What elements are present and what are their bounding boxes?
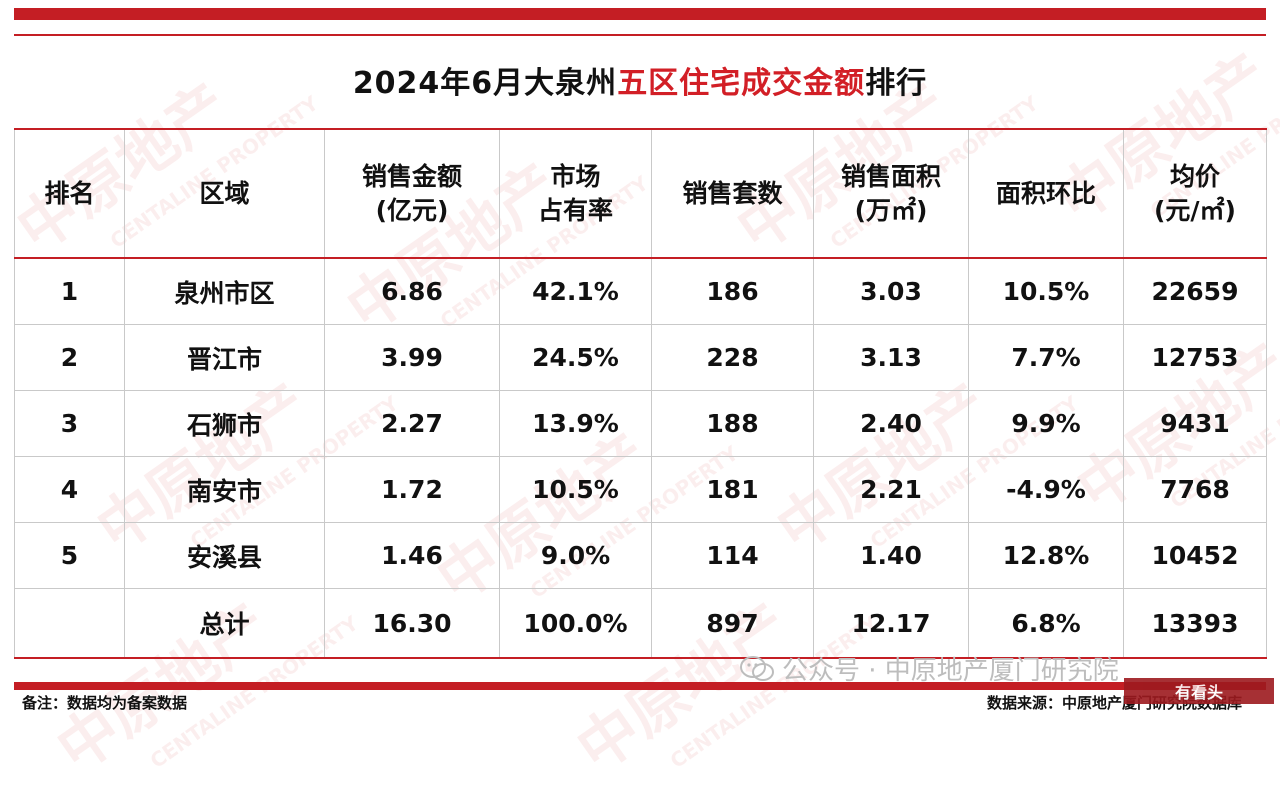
table-cell: 1 <box>14 257 125 325</box>
table-cell: 石狮市 <box>124 390 325 457</box>
header-cell: 销售面积 (万㎡) <box>813 128 969 259</box>
table-cell: 南安市 <box>124 456 325 523</box>
title-suffix: 排行 <box>865 66 928 101</box>
header-text: (亿元) <box>375 195 449 225</box>
table-cell: 9431 <box>1123 390 1267 457</box>
table-body: 1 泉州市区 6.86 42.1% 186 3.03 10.5% 22659 2 晋江市 3.99 2… <box>14 257 1267 659</box>
total-cell <box>14 588 125 659</box>
header-text: 均价 <box>1169 161 1220 191</box>
header-text: 市场 <box>550 161 601 191</box>
header-text: 销售面积 <box>840 161 941 191</box>
header-cell: 销售金额 (亿元) <box>324 128 500 259</box>
header-text: 面积环比 <box>995 178 1096 208</box>
top-red-line <box>14 34 1266 36</box>
corner-stamp: 有看头 <box>1124 678 1274 704</box>
header-cell: 区域 <box>124 128 325 259</box>
bottom-red-bar <box>14 682 1266 690</box>
header-cell: 市场 占有率 <box>499 128 652 259</box>
table-cell: 3 <box>14 390 125 457</box>
table-cell: 2.27 <box>324 390 500 457</box>
title-prefix: 2024年6月大泉州 <box>352 66 618 101</box>
header-cell: 均价 (元/㎡) <box>1123 128 1267 259</box>
table-cell: 9.0% <box>499 522 652 589</box>
table-row: 5 安溪县 1.46 9.0% 114 1.40 12.8% 10452 <box>14 522 1267 589</box>
table-cell: 9.9% <box>968 390 1124 457</box>
table-row: 3 石狮市 2.27 13.9% 188 2.40 9.9% 9431 <box>14 390 1267 457</box>
table-cell: 12753 <box>1123 324 1267 391</box>
table-cell: 2 <box>14 324 125 391</box>
top-red-bar <box>14 8 1266 20</box>
table-cell: 3.03 <box>813 257 969 325</box>
total-cell: 总计 <box>124 588 325 659</box>
table-row: 2 晋江市 3.99 24.5% 228 3.13 7.7% 12753 <box>14 324 1267 391</box>
table-cell: 24.5% <box>499 324 652 391</box>
wechat-icon <box>740 655 774 681</box>
wechat-badge: 公众号 · 中原地产厦门研究院 <box>740 650 1119 687</box>
header-text: 销售金额 <box>361 161 462 191</box>
header-cell: 面积环比 <box>968 128 1124 259</box>
header-cell: 销售套数 <box>651 128 814 259</box>
table-cell: 13.9% <box>499 390 652 457</box>
table-row: 1 泉州市区 6.86 42.1% 186 3.03 10.5% 22659 <box>14 257 1267 325</box>
total-cell: 13393 <box>1123 588 1267 659</box>
table-cell: 188 <box>651 390 814 457</box>
header-text: (元/㎡) <box>1154 195 1236 225</box>
table-cell: 181 <box>651 456 814 523</box>
page-title: 2024年6月大泉州五区住宅成交金额排行 <box>0 58 1280 102</box>
table-cell: 10452 <box>1123 522 1267 589</box>
header-text: 销售套数 <box>682 178 783 208</box>
table-cell: 2.40 <box>813 390 969 457</box>
table-cell: 3.13 <box>813 324 969 391</box>
total-cell: 897 <box>651 588 814 659</box>
table-cell: 1.46 <box>324 522 500 589</box>
table-cell: 泉州市区 <box>124 257 325 325</box>
table-cell: 1.72 <box>324 456 500 523</box>
wechat-label: 公众号 · 中原地产厦门研究院 <box>782 656 1119 686</box>
footer-note: 备注：数据均为备案数据 <box>22 694 188 712</box>
table-cell: 10.5% <box>968 257 1124 325</box>
table-cell: 3.99 <box>324 324 500 391</box>
table-row: 4 南安市 1.72 10.5% 181 2.21 -4.9% 7768 <box>14 456 1267 523</box>
title-accent: 五区住宅成交金额 <box>617 66 866 101</box>
header-text: 排名 <box>44 178 95 208</box>
table-cell: 5 <box>14 522 125 589</box>
table-cell: 114 <box>651 522 814 589</box>
table-cell: 22659 <box>1123 257 1267 325</box>
table-cell: -4.9% <box>968 456 1124 523</box>
table-header-row: 排名 区域 销售金额 (亿元) 市场 占有率 销售套数 销售面积 (万㎡) 面积环比 均价 (元/㎡) <box>14 128 1267 259</box>
total-cell: 6.8% <box>968 588 1124 659</box>
table-cell: 1.40 <box>813 522 969 589</box>
total-cell: 16.30 <box>324 588 500 659</box>
total-cell: 100.0% <box>499 588 652 659</box>
total-row: 总计 16.30 100.0% 897 12.17 6.8% 13393 <box>14 588 1267 659</box>
table-cell: 晋江市 <box>124 324 325 391</box>
table-cell: 12.8% <box>968 522 1124 589</box>
header-cell: 排名 <box>14 128 125 259</box>
table-cell: 4 <box>14 456 125 523</box>
table-cell: 42.1% <box>499 257 652 325</box>
table-cell: 7768 <box>1123 456 1267 523</box>
header-text: 区域 <box>199 178 250 208</box>
total-cell: 12.17 <box>813 588 969 659</box>
table-cell: 186 <box>651 257 814 325</box>
ranking-table: 排名 区域 销售金额 (亿元) 市场 占有率 销售套数 销售面积 (万㎡) 面积环比 均价 (元/㎡)… <box>14 128 1267 659</box>
table-cell: 2.21 <box>813 456 969 523</box>
table-cell: 7.7% <box>968 324 1124 391</box>
header-text: (万㎡) <box>854 195 928 225</box>
table-cell: 10.5% <box>499 456 652 523</box>
table-cell: 6.86 <box>324 257 500 325</box>
table-cell: 228 <box>651 324 814 391</box>
header-text: 占有率 <box>537 195 613 225</box>
table-cell: 安溪县 <box>124 522 325 589</box>
